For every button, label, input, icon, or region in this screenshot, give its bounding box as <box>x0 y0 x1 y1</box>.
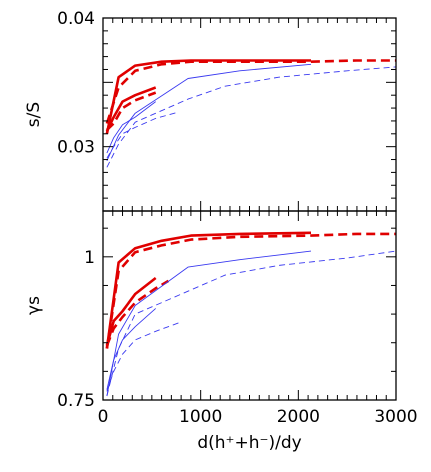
top-series-8-line <box>106 111 180 159</box>
bottom-series-3-line <box>105 276 157 346</box>
top-series-4-line <box>106 91 157 131</box>
bottom-ytick-label-1: 1 <box>84 248 95 268</box>
top-ylabel: s/S <box>24 102 44 127</box>
top-series-6-line <box>106 66 397 168</box>
bottom-xtick-label-4: 3000 <box>374 407 417 427</box>
bottom-series-2-line <box>105 232 396 349</box>
top-series-5-line <box>106 63 312 161</box>
bottom-series-5-line <box>106 250 312 397</box>
series-layer <box>105 59 397 397</box>
bottom-xtick-label-3: 2000 <box>277 407 320 427</box>
bottom-series-1-line <box>105 231 312 349</box>
top-ytick-label-2: 0.03 <box>57 138 95 158</box>
labels-layer: 0.04 0.03 s/S 1 0.750 1000 2000 3000 γs d(h⁺+h⁻)/… <box>24 9 418 453</box>
bottom-series-6-line <box>106 250 397 397</box>
xlabel: d(h⁺+h⁻)/dy <box>197 433 301 453</box>
top-series-3-line <box>105 86 157 132</box>
bottom-series-7-line <box>106 308 156 390</box>
bottom-series-8-line <box>106 322 180 392</box>
top-series-7-line <box>106 101 156 154</box>
top-ytick-label-1: 0.04 <box>57 9 95 29</box>
bottom-ylabel: γs <box>24 296 44 315</box>
axes-layer <box>102 17 397 401</box>
top-series-2-line <box>105 59 396 124</box>
bottom-series-4-line <box>105 279 170 347</box>
bottom-panel-frame <box>102 210 397 401</box>
bottom-xtick-label-2: 1000 <box>179 407 222 427</box>
top-panel-frame <box>102 17 397 212</box>
bottom-ytick-label-2: 0.75 <box>57 391 95 411</box>
bottom-xtick-label-1: 0 <box>98 407 109 427</box>
top-series-1-line <box>105 59 311 135</box>
